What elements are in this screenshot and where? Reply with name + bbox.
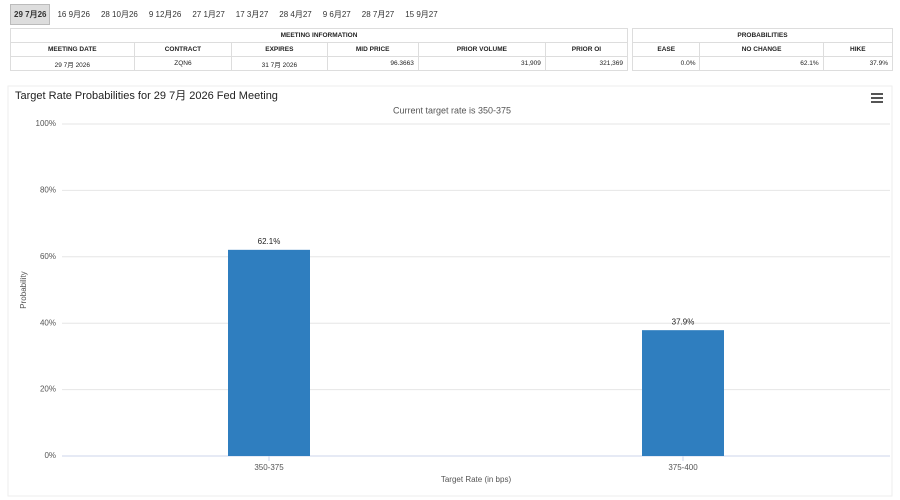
y-tick-label: 100% [36,119,56,128]
y-tick-label: 0% [44,451,56,460]
y-tick-label: 80% [40,186,56,195]
column-header: PRIOR OI [544,42,629,57]
y-tick-label: 60% [40,252,56,261]
cell: 31,909 [417,56,546,71]
tab[interactable]: 9 12月26 [144,4,186,25]
cell: 0.0% [631,56,701,71]
tab[interactable]: 28 4月27 [275,4,316,25]
cell: 31 7月 2026 [231,56,328,71]
chart: Target Rate Probabilities for 29 7月 2026… [7,85,893,497]
column-header: EXPIRES [231,42,328,57]
group-row: PROBABILITIES [632,28,893,43]
bar [642,330,724,456]
group-header: MEETING INFORMATION [10,28,628,43]
column-header: PRIOR VOLUME [417,42,546,57]
chart-title: Target Rate Probabilities for 29 7月 2026… [15,90,278,102]
y-tick-label: 40% [40,318,56,327]
tab[interactable]: 15 9月27 [401,4,442,25]
y-tick-label: 20% [40,385,56,394]
column-header: NO CHANGE [699,42,824,57]
header-row: MEETING DATE CONTRACT EXPIRES MID PRICE PRIO… [10,42,629,57]
cell: ZQN6 [133,56,233,71]
y-axis-title: Probability [19,271,28,308]
tab[interactable]: 9 6月27 [318,4,355,25]
group-row: MEETING INFORMATION [10,28,628,43]
column-header: MEETING DATE [10,42,135,57]
data-label: 37.9% [672,317,695,326]
data-label: 62.1% [258,237,281,246]
tab[interactable]: 28 7月27 [357,4,399,25]
chart-subtitle: Current target rate is 350-375 [393,105,511,115]
chart-frame [7,85,893,497]
tab-bar: 29 7月26 16 9月26 28 10月26 9 12月26 27 1月27 17 3… [10,4,445,25]
tab[interactable]: 17 3月27 [231,4,273,25]
bar [228,249,310,456]
group-header: PROBABILITIES [632,28,893,43]
cell: 321,369 [544,56,629,71]
cell: 96.3663 [326,56,419,71]
tab[interactable]: 28 10月26 [96,4,142,25]
cell: 29 7月 2026 [10,56,135,71]
tab[interactable]: 27 1月27 [188,4,229,25]
data-row: 0.0% 62.1% 37.9% [631,56,894,71]
column-header: MID PRICE [326,42,419,57]
tab[interactable]: 16 9月26 [53,4,94,25]
header-row: EASE NO CHANGE HIKE [631,42,894,57]
menu-icon[interactable] [871,93,883,103]
tab[interactable]: 29 7月26 [10,4,51,25]
probability-table: PROBABILITIES EASE NO CHANGE HIKE 0.0% 62.1% 3… [631,28,894,71]
cell: 62.1% [699,56,824,71]
column-header: HIKE [822,42,894,57]
meeting-table: MEETING INFORMATION MEETING DATE CONTRACT E… [10,28,629,71]
x-tick-label: 375-400 [668,463,698,472]
column-header: EASE [631,42,701,57]
data-row: 29 7月 2026 ZQN6 31 7月 2026 96.3663 31,909 321… [10,56,629,71]
x-axis-title: Target Rate (in bps) [441,475,512,484]
cell: 37.9% [822,56,894,71]
x-tick-label: 350-375 [254,463,284,472]
column-header: CONTRACT [133,42,233,57]
